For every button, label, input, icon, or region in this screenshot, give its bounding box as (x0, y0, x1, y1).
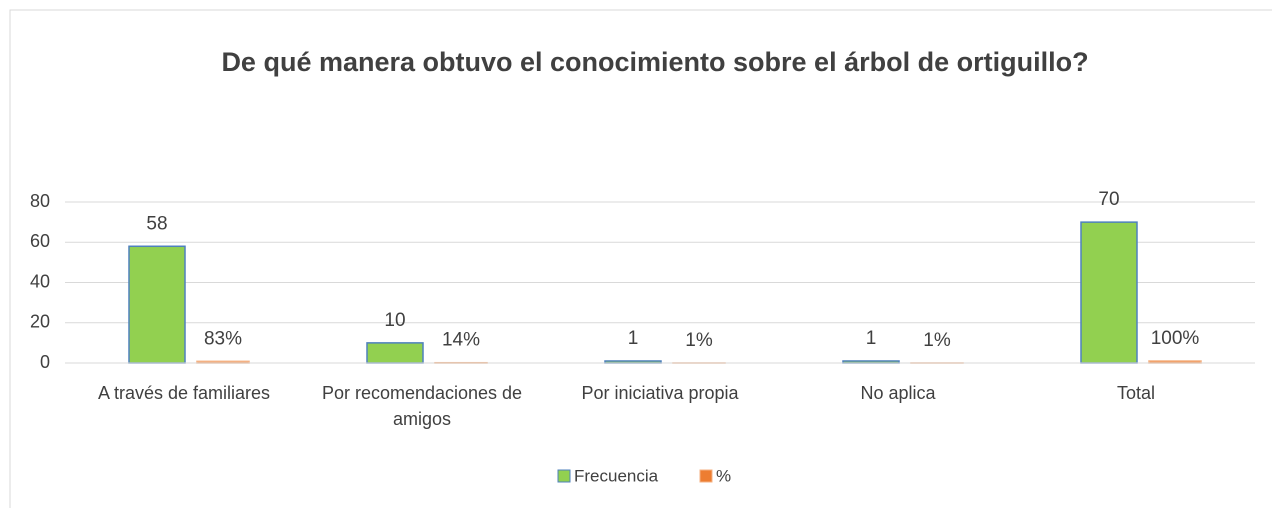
data-label: 83% (204, 328, 242, 349)
legend-label: Frecuencia (574, 466, 659, 485)
bar (1080, 221, 1138, 364)
x-tick-label: A través de familiares (97, 383, 271, 403)
data-label: 100% (1151, 328, 1200, 349)
x-tick-label: No aplica (860, 383, 936, 403)
data-label: 1 (866, 328, 877, 349)
y-tick-label: 80 (30, 191, 50, 211)
y-tick-label: 0 (40, 352, 50, 372)
y-tick-label: 60 (30, 231, 50, 251)
data-label: 14% (442, 330, 480, 351)
chart-border (9, 9, 1272, 508)
bar (128, 245, 186, 364)
chart-title: De qué manera obtuvo el conocimiento sob… (221, 47, 1089, 77)
x-tick-label: Total (1116, 383, 1156, 403)
legend-label: % (716, 466, 731, 485)
x-tick-label: Por iniciativa propia (581, 383, 739, 403)
data-label: 10 (384, 310, 405, 331)
bar (366, 342, 424, 364)
data-label: 58 (146, 213, 167, 234)
y-tick-label: 40 (30, 271, 50, 291)
data-label: 1 (628, 328, 639, 349)
legend-swatch (699, 469, 713, 483)
data-label: 1% (685, 330, 713, 351)
y-tick-label: 20 (30, 312, 50, 332)
legend-swatch (557, 469, 571, 483)
x-tick-label: Por recomendaciones de amigos (321, 383, 523, 429)
data-label: 70 (1098, 189, 1119, 210)
data-label: 1% (923, 330, 951, 351)
